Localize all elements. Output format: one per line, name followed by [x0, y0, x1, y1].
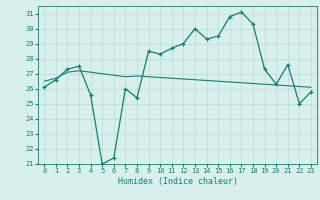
- X-axis label: Humidex (Indice chaleur): Humidex (Indice chaleur): [118, 177, 238, 186]
